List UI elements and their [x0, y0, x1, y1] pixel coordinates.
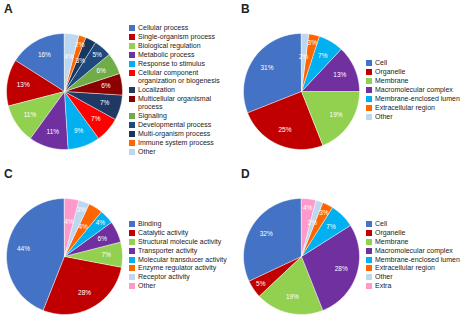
- html-text:Developmental process: Developmental process: [138, 121, 212, 128]
- html-text:Cellular process: Cellular process: [138, 24, 189, 32]
- svg-text:7%: 7%: [326, 223, 336, 230]
- svg-text:11%: 11%: [24, 111, 37, 118]
- svg-text:13%: 13%: [333, 70, 346, 77]
- svg-text:32%: 32%: [260, 230, 273, 237]
- html-text:Signaling: Signaling: [138, 112, 167, 120]
- html-text:Other: Other: [138, 147, 156, 155]
- html-text:Other: Other: [375, 273, 393, 281]
- html-text:Transporter activity: Transporter activity: [138, 246, 198, 254]
- svg-text:3%: 3%: [319, 208, 329, 215]
- svg-text:44%: 44%: [17, 244, 30, 251]
- svg-text:7%: 7%: [100, 99, 110, 106]
- html-text:Single-organism process: Single-organism process: [138, 33, 215, 41]
- html-text:Enzyme regulator activity: Enzyme regulator activity: [138, 264, 217, 272]
- html-text:Other: Other: [375, 112, 393, 120]
- html-text:A: A: [4, 2, 13, 16]
- html-text:Membrane: Membrane: [375, 237, 409, 245]
- html-text:Multicellular organismal proce: Multicellular organismal process: [138, 94, 212, 111]
- svg-text:3%: 3%: [76, 56, 86, 63]
- html-text:Cell: Cell: [375, 219, 388, 227]
- svg-text:28%: 28%: [335, 265, 348, 272]
- svg-text:2%: 2%: [75, 40, 85, 47]
- svg-text:7%: 7%: [318, 51, 328, 58]
- html-text:Biological regulation: Biological regulation: [138, 42, 201, 50]
- svg-text:19%: 19%: [330, 111, 343, 118]
- svg-text:4%: 4%: [96, 218, 106, 225]
- svg-text:31%: 31%: [260, 64, 273, 71]
- svg-text:4%: 4%: [64, 53, 74, 60]
- html-text:Macromolecular complex: Macromolecular complex: [375, 86, 453, 93]
- html-text:Organelle: Organelle: [375, 228, 406, 236]
- svg-text:5%: 5%: [92, 50, 102, 57]
- svg-text:6%: 6%: [96, 67, 106, 74]
- html-text:Membrane: Membrane: [375, 77, 409, 85]
- html-text:Immune system process: Immune system process: [138, 138, 214, 146]
- svg-text:4%: 4%: [78, 223, 88, 230]
- svg-text:9%: 9%: [74, 126, 84, 133]
- html-text:Extracellular region: Extracellular region: [375, 264, 435, 272]
- svg-text:2%: 2%: [308, 219, 318, 226]
- html-text:C: C: [4, 167, 13, 181]
- html-text:Organelle: Organelle: [375, 68, 406, 76]
- html-text:Localization: Localization: [138, 86, 175, 93]
- svg-text:11%: 11%: [47, 127, 60, 134]
- html-text:Molecular transducer activity: Molecular transducer activity: [138, 255, 227, 263]
- svg-text:5%: 5%: [256, 280, 266, 287]
- html-text:Metabolic process: Metabolic process: [138, 51, 195, 59]
- html-text:Binding: Binding: [138, 219, 162, 227]
- svg-text:6%: 6%: [101, 82, 111, 89]
- html-text:D: D: [241, 167, 250, 181]
- svg-text:6%: 6%: [98, 234, 108, 241]
- svg-text:4%: 4%: [64, 218, 74, 225]
- svg-text:3%: 3%: [308, 39, 318, 46]
- html-text:Cellular component organizatio: Cellular component organization or bioge…: [138, 68, 220, 85]
- html-text:Extracellular region: Extracellular region: [375, 103, 435, 111]
- html-text:Membrane-enclosed lumen: Membrane-enclosed lumen: [375, 94, 460, 102]
- html-text:Response to stimulus: Response to stimulus: [138, 60, 205, 67]
- html-text:Extra: Extra: [375, 282, 392, 290]
- html-text:Receptor activity: Receptor activity: [138, 273, 190, 281]
- svg-text:25%: 25%: [278, 125, 291, 132]
- svg-text:7%: 7%: [102, 251, 112, 258]
- html-text:B: B: [241, 2, 250, 16]
- html-text:Macromolecular complex: Macromolecular complex: [375, 246, 453, 254]
- html-text:Structural molecule activity: Structural molecule activity: [138, 237, 222, 245]
- svg-text:7%: 7%: [91, 115, 101, 122]
- html-text:Other: Other: [138, 282, 156, 290]
- html-text:Cell: Cell: [375, 59, 388, 67]
- svg-text:2%: 2%: [299, 52, 309, 59]
- html-text:Catalytic activity: Catalytic activity: [138, 228, 189, 236]
- html-text:Multi-organism process: Multi-organism process: [138, 129, 211, 137]
- html-text:Membrane-enclosed lumen: Membrane-enclosed lumen: [375, 255, 460, 263]
- svg-text:16%: 16%: [38, 50, 51, 57]
- svg-text:3%: 3%: [76, 206, 86, 213]
- svg-text:4%: 4%: [303, 203, 313, 210]
- svg-text:28%: 28%: [78, 289, 91, 296]
- svg-text:13%: 13%: [17, 81, 30, 88]
- svg-text:19%: 19%: [286, 293, 299, 300]
